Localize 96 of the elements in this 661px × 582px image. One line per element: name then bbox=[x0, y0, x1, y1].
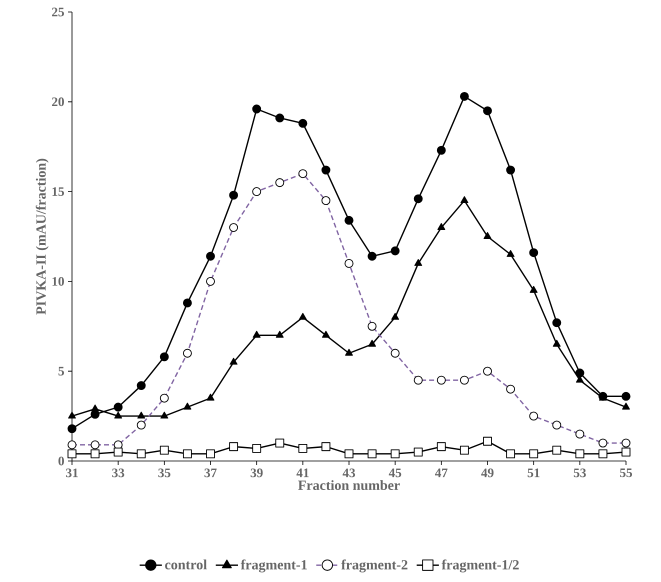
point bbox=[229, 190, 238, 200]
point bbox=[622, 402, 630, 410]
point bbox=[114, 412, 122, 419]
point bbox=[460, 92, 469, 101]
point bbox=[298, 118, 308, 128]
x-tick-label: 55 bbox=[620, 468, 632, 478]
point bbox=[436, 146, 446, 155]
x-tick-label: 31 bbox=[66, 468, 78, 478]
point bbox=[506, 166, 516, 174]
y-tick-label: 5 bbox=[58, 366, 64, 376]
point bbox=[252, 104, 262, 114]
point bbox=[506, 449, 516, 458]
point bbox=[182, 449, 192, 458]
x-tick-label: 37 bbox=[204, 468, 217, 478]
point bbox=[276, 330, 284, 338]
point bbox=[390, 246, 400, 256]
x-axis-title: Fraction number bbox=[298, 480, 400, 490]
x-tick-label: 39 bbox=[250, 468, 263, 478]
point bbox=[529, 248, 538, 258]
point bbox=[391, 312, 400, 320]
point bbox=[368, 252, 377, 261]
x-tick-label: 35 bbox=[158, 468, 170, 478]
legend-label: fragment-1 bbox=[240, 559, 307, 572]
point bbox=[298, 312, 307, 320]
point bbox=[322, 330, 330, 338]
point bbox=[298, 444, 308, 453]
point bbox=[414, 258, 422, 266]
point bbox=[344, 216, 354, 225]
x-tick-label: 49 bbox=[481, 468, 494, 478]
point bbox=[598, 449, 608, 458]
point bbox=[414, 194, 423, 204]
point bbox=[436, 442, 446, 452]
point bbox=[275, 438, 284, 448]
point bbox=[529, 449, 538, 458]
point bbox=[114, 402, 123, 412]
point bbox=[68, 412, 76, 419]
point bbox=[321, 442, 330, 452]
point bbox=[368, 340, 376, 347]
point bbox=[206, 449, 215, 458]
x-tick-label: 53 bbox=[574, 468, 586, 478]
point bbox=[114, 448, 123, 456]
point bbox=[160, 412, 168, 419]
point bbox=[552, 340, 561, 347]
x-tick-label: 33 bbox=[112, 468, 124, 478]
point bbox=[344, 449, 354, 458]
point bbox=[414, 448, 423, 456]
point bbox=[252, 444, 262, 453]
point bbox=[137, 412, 146, 419]
point bbox=[390, 449, 400, 458]
y-axis-title: PIVKA-II (mAU/fraction) bbox=[36, 158, 49, 315]
legend-label: control bbox=[165, 560, 207, 570]
point bbox=[484, 232, 492, 239]
point bbox=[68, 449, 76, 458]
point bbox=[136, 449, 146, 458]
point bbox=[575, 368, 584, 378]
point bbox=[252, 330, 261, 338]
point bbox=[530, 286, 538, 293]
y-tick-label: 15 bbox=[52, 187, 64, 196]
point bbox=[483, 436, 492, 446]
point bbox=[575, 449, 584, 458]
x-tick-label: 51 bbox=[528, 468, 540, 478]
point bbox=[160, 446, 169, 455]
point bbox=[345, 348, 353, 356]
point bbox=[552, 318, 562, 328]
point bbox=[229, 442, 238, 452]
point bbox=[184, 402, 192, 410]
point bbox=[160, 352, 169, 362]
point bbox=[68, 424, 76, 434]
y-tick-label: 25 bbox=[52, 8, 64, 16]
point bbox=[460, 196, 468, 204]
point bbox=[483, 106, 492, 116]
y-tick-label: 0 bbox=[58, 456, 64, 466]
point bbox=[506, 250, 514, 257]
point bbox=[136, 381, 146, 390]
point bbox=[275, 114, 284, 122]
point bbox=[230, 358, 238, 365]
point bbox=[91, 404, 99, 412]
y-tick-label: 10 bbox=[52, 277, 64, 286]
legend-label: fragment-1/2 bbox=[442, 559, 519, 572]
x-tick-label: 45 bbox=[388, 468, 402, 478]
x-tick-label: 43 bbox=[342, 468, 356, 478]
point bbox=[622, 448, 630, 456]
point bbox=[182, 298, 192, 308]
point bbox=[622, 392, 630, 401]
x-tick-label: 47 bbox=[435, 468, 448, 478]
point bbox=[437, 223, 446, 230]
point bbox=[206, 252, 215, 261]
y-tick-label: 20 bbox=[52, 97, 64, 106]
point bbox=[460, 446, 469, 455]
point bbox=[90, 449, 100, 458]
point bbox=[321, 166, 330, 174]
point bbox=[552, 446, 562, 455]
legend-label: fragment-2 bbox=[341, 559, 408, 572]
point bbox=[368, 449, 377, 458]
point bbox=[206, 394, 214, 401]
x-tick-label: 41 bbox=[296, 468, 309, 478]
